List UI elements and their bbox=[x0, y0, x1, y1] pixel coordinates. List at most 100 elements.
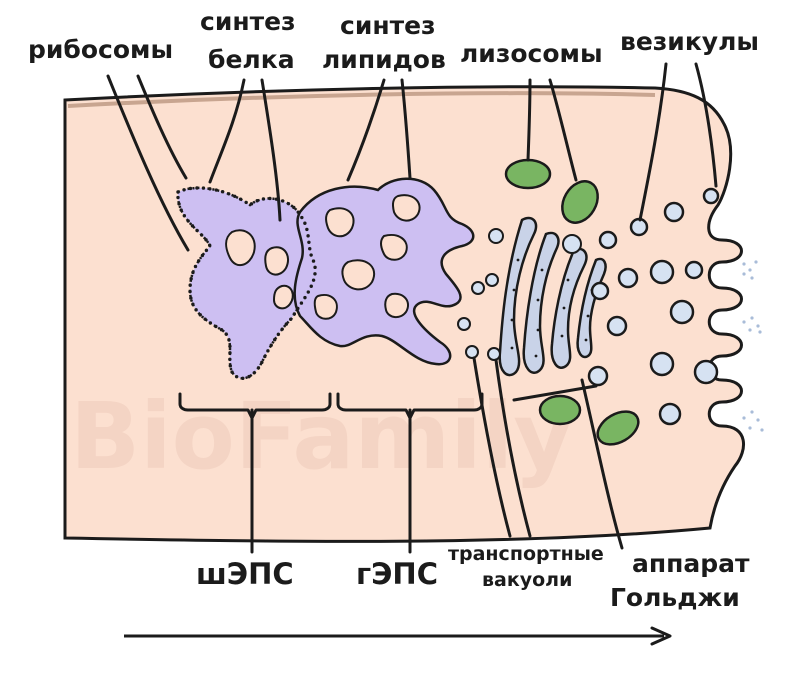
direction-arrow bbox=[124, 626, 672, 646]
ribosome-dot bbox=[201, 186, 206, 190]
vesicle bbox=[663, 201, 685, 223]
ribosome-dot bbox=[204, 248, 209, 253]
transport-vacuole bbox=[562, 234, 582, 254]
brace-smooth-er bbox=[336, 392, 484, 420]
ribosome-dot bbox=[228, 364, 233, 368]
ribosome-dot bbox=[196, 259, 201, 263]
ribosome-dot bbox=[208, 187, 212, 191]
braces bbox=[178, 392, 484, 420]
leader-protein-2 bbox=[260, 78, 282, 222]
ribosome-dot bbox=[177, 202, 181, 206]
ribosome-dot bbox=[276, 332, 281, 337]
ribosome-dot bbox=[200, 253, 205, 258]
lysosome bbox=[561, 180, 599, 224]
ribosome-dot bbox=[188, 186, 193, 191]
ribosome-dot bbox=[238, 197, 243, 201]
leader-lines bbox=[106, 62, 718, 554]
leader-lysosome-1 bbox=[526, 78, 532, 162]
label-smooth-er: гЭПС bbox=[356, 557, 438, 591]
ribosome-dot bbox=[176, 195, 180, 200]
ribosome-dot bbox=[230, 370, 234, 374]
vesicle bbox=[649, 259, 675, 285]
vesicle bbox=[658, 402, 682, 426]
transport-vacuole bbox=[465, 345, 479, 359]
label-lipid-synthesis-line1: синтез bbox=[340, 11, 436, 40]
leader-lipid-2 bbox=[400, 78, 412, 180]
ribosome-dot bbox=[308, 247, 312, 251]
label-ribosomes: рибосомы bbox=[28, 35, 173, 64]
leader-lipid-1 bbox=[346, 78, 386, 182]
ribosome-dot bbox=[191, 302, 195, 306]
ribosome-dot bbox=[227, 192, 231, 196]
rough-er-hole-2 bbox=[264, 246, 290, 276]
smooth-er-hole-3 bbox=[341, 259, 375, 291]
transport-vacuole bbox=[487, 347, 501, 361]
smooth-er-hole-2 bbox=[392, 194, 421, 222]
label-lipid-synthesis-line2: липидов bbox=[322, 45, 446, 74]
ribosome-dot bbox=[268, 196, 272, 201]
golgi-cisterna-2 bbox=[522, 231, 560, 374]
watermark: BioFamily bbox=[70, 383, 573, 490]
transport-vacuoles bbox=[457, 228, 582, 361]
transport-vacuole bbox=[485, 273, 499, 287]
transport-vacuole bbox=[488, 228, 504, 244]
leader-vesicle-1 bbox=[638, 62, 668, 222]
ribosome-dot bbox=[303, 221, 307, 225]
transport-vacuole bbox=[457, 317, 471, 331]
label-golgi-line2: Гольджи bbox=[610, 583, 740, 612]
label-rough-er: шЭПС bbox=[196, 557, 294, 591]
label-protein-synthesis-line2: белка bbox=[208, 45, 295, 74]
ribosome-dot bbox=[306, 234, 310, 238]
ribosome-dot bbox=[182, 214, 187, 218]
leader-golgi-2 bbox=[580, 378, 624, 550]
vesicle bbox=[606, 315, 628, 337]
ribosome-dot bbox=[189, 277, 193, 281]
smooth-er-hole-5 bbox=[313, 294, 338, 320]
ribosome-dot bbox=[309, 284, 313, 288]
ribosome-dot bbox=[292, 312, 297, 316]
ribosome-dot bbox=[263, 354, 267, 359]
vesicle bbox=[693, 359, 719, 385]
ribosome-dot bbox=[228, 344, 232, 349]
smooth-er-hole-6 bbox=[384, 292, 410, 318]
ribosome-dot bbox=[204, 238, 208, 242]
label-transport-vacuoles-line2: вакуоли bbox=[482, 569, 572, 591]
ribosome-dot bbox=[299, 301, 304, 305]
label-protein-synthesis-line1: синтез bbox=[200, 7, 296, 36]
secretion-dots bbox=[742, 260, 764, 432]
brace-rough-er bbox=[178, 392, 332, 420]
leader-ribosomes-2 bbox=[136, 74, 188, 180]
leader-vesicle-2 bbox=[694, 62, 718, 188]
vesicle bbox=[702, 187, 720, 205]
ribosome-dot bbox=[208, 321, 213, 325]
label-vesicles: везикулы bbox=[620, 27, 759, 56]
lysosome bbox=[504, 158, 552, 190]
vesicle bbox=[629, 217, 649, 237]
ribosome-dot bbox=[220, 190, 225, 194]
ribosome-dot bbox=[228, 351, 232, 355]
membrane-inner-line bbox=[67, 91, 656, 108]
secretory-vesicles bbox=[587, 187, 720, 426]
leader-ribosomes-1 bbox=[106, 74, 190, 252]
golgi-cisterna-1 bbox=[498, 216, 538, 377]
ribosome-dot bbox=[227, 338, 231, 342]
leader-transport-1 bbox=[472, 356, 512, 538]
ribosome-dot bbox=[189, 296, 193, 300]
label-transport-vacuoles-line1: транспортные bbox=[448, 543, 604, 565]
ribosome-dot bbox=[195, 186, 199, 190]
leader-transport-2 bbox=[494, 358, 532, 538]
rough-er-hole-3 bbox=[272, 284, 294, 310]
leader-protein-1 bbox=[208, 78, 246, 184]
ribosome-dot bbox=[303, 295, 307, 300]
ribosome-dot bbox=[296, 306, 300, 311]
ribosome-dot bbox=[300, 215, 304, 220]
ribosome-dot bbox=[228, 357, 232, 362]
ribosome-dot bbox=[214, 324, 218, 329]
vesicle bbox=[649, 351, 675, 377]
vesicle bbox=[617, 267, 639, 289]
ribosome-dot bbox=[249, 202, 254, 206]
label-golgi-line1: аппарат bbox=[632, 549, 750, 578]
ribosome-dot bbox=[309, 253, 313, 257]
golgi-cisterna-3 bbox=[550, 247, 588, 369]
